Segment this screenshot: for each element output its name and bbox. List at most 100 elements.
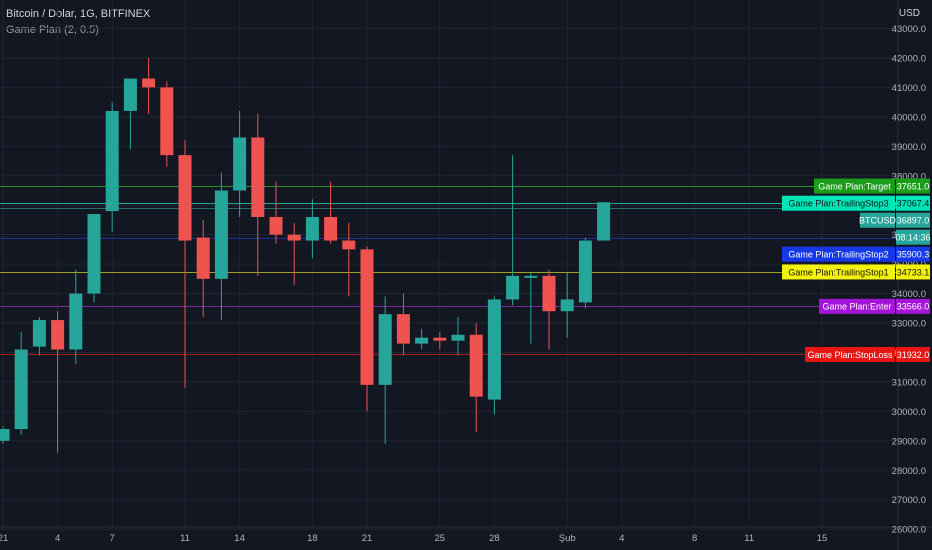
y-tick-label: 34000.0 [892,289,926,300]
x-tick-label: 15 [817,533,828,544]
candle-body [0,429,10,441]
level-name-box [805,346,895,362]
indicator-title[interactable]: Game Plan (2, 0.5) [6,24,99,36]
y-tick-label: 28000.0 [892,466,926,477]
level-name-label: Game Plan:TrailingStop1 [788,267,888,277]
y-tick-label: 38000.0 [892,171,926,182]
y-tick-label: 26000.0 [892,525,926,536]
x-tick-label: 14 [234,533,245,544]
candle-body [69,293,83,350]
level-name-label: Game Plan:Enter [822,302,891,312]
price-label-value: 33566.0 [897,302,930,312]
candle-body [87,214,101,294]
candle-body [542,275,556,312]
level-name-label: Game Plan:TrailingStop3 [788,199,888,209]
price-label-value: 37651.0 [897,181,930,191]
candle-body [342,240,356,250]
candle-body [451,334,465,341]
candle-body [287,234,301,241]
price-label-box [896,212,930,228]
candle-body [160,87,174,156]
candle-body [469,334,483,397]
level-name-label: Game Plan:StopLoss [807,350,893,360]
x-tick-label: 8 [692,533,697,544]
currency-label: USD [898,8,920,19]
candle-body [378,314,392,385]
level-lines [0,186,898,355]
level-name-box [782,246,895,262]
candle-body [251,137,265,217]
candle-body [178,155,192,241]
candle-body [233,137,247,191]
level-name-label: Game Plan:Target [818,181,891,191]
y-tick-label: 30000.0 [892,407,926,418]
y-tick-label: 43000.0 [892,24,926,35]
x-tick-label: 7 [110,533,115,544]
price-label-value: 08:14:36 [895,233,930,243]
price-label-box [896,229,930,245]
candle-body [305,216,319,241]
y-tick-label: 27000.0 [892,495,926,506]
candle-body [433,337,447,341]
price-label-box [896,264,930,280]
y-tick-label: 33000.0 [892,319,926,330]
price-label-box [896,298,930,314]
price-label-value: 31932.0 [897,350,930,360]
x-tick-label: 28 [489,533,500,544]
candle-body [506,275,520,300]
level-labels: 37651.0 Game Plan:Target 37067.4 Game Plan:… [782,178,931,362]
candles [0,57,611,453]
x-tick-label: Şub [559,533,576,544]
symbol-title: Bitcoin / Dolar, 1G, BITFINEX [6,8,151,20]
y-tick-label: 40000.0 [892,112,926,123]
candle-body [324,216,338,241]
candle-body [487,299,501,400]
candle-body [415,337,429,344]
level-name-label: BTCUSD [859,216,897,226]
candle-body [560,299,574,312]
x-tick-label: 11 [744,533,754,544]
price-label-value: 37067.4 [897,199,930,209]
candle-body [51,320,65,350]
price-label-value: 35900.3 [897,250,930,260]
candle-body [360,249,374,385]
price-label-box [896,178,930,194]
level-name-box [814,178,895,194]
candle-body [105,110,119,212]
y-tick-label: 41000.0 [892,83,926,94]
price-label-value: 36897.0 [897,216,930,226]
y-tick-label: 39000.0 [892,142,926,153]
price-label-box [896,246,930,262]
candle-body [597,202,611,241]
level-name-box [860,212,895,228]
price-label-box [896,195,930,211]
x-tick-label: 25 [435,533,446,544]
candle-body [123,78,137,111]
level-name-label: Game Plan:TrailingStop2 [788,250,888,260]
level-name-box [819,298,895,314]
y-tick-label: 42000.0 [892,53,926,64]
price-label-box [896,346,930,362]
y-tick-label: 31000.0 [892,377,926,388]
x-tick-label: 21 [362,533,373,544]
candle-body [269,216,283,235]
level-name-box [782,264,895,280]
y-tick-label: 29000.0 [892,436,926,447]
candle-body [142,78,156,88]
x-tick-label: 21 [0,533,8,544]
x-tick-label: 11 [180,533,190,544]
candle-body [524,275,538,278]
candle-body [14,349,28,430]
candle-body [32,320,46,347]
candle-body [396,314,410,344]
price-label-value: 34733.1 [897,267,930,277]
candle-body [214,190,228,279]
candle-body [196,237,210,279]
x-tick-label: 18 [307,533,318,544]
x-tick-label: 4 [619,533,624,544]
candle-body [578,240,592,303]
price-axis: 26000.0 27000.0 28000.0 29000.0 30000.0 31000… [892,24,926,536]
time-axis: 21 4 7 11 14 18 21 25 28 Şub 4 8 11 15 [0,533,827,544]
